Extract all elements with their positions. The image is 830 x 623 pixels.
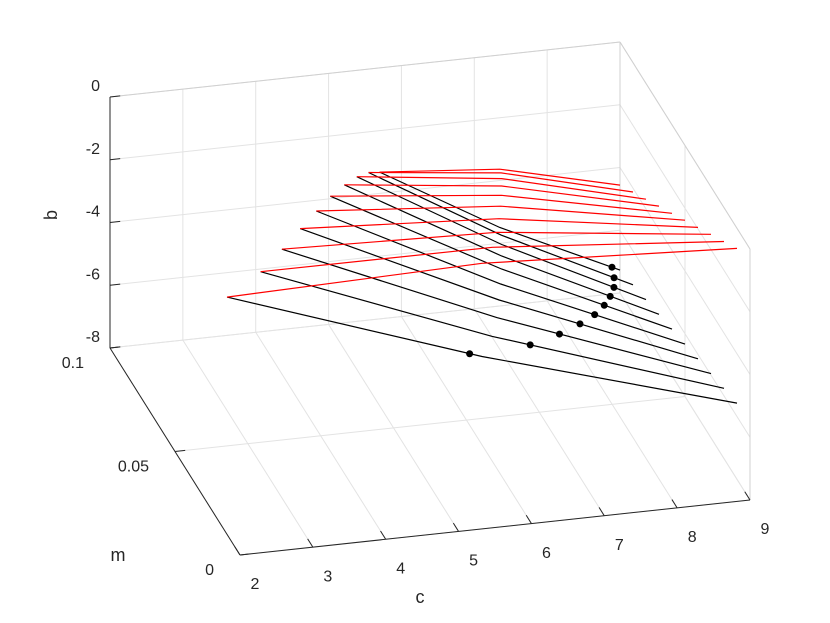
y-tick	[239, 553, 251, 556]
z-tick-label: -6	[86, 266, 100, 283]
x-tick	[671, 499, 678, 509]
x-tick-label: 2	[251, 576, 260, 593]
x-tick	[744, 491, 751, 501]
x-tick	[525, 515, 532, 524]
x-tick-label: 7	[615, 537, 624, 554]
curve	[226, 247, 738, 298]
z-tick	[109, 346, 121, 349]
y-axis-label: m	[111, 545, 126, 565]
point	[600, 301, 608, 309]
z-tick-label: -2	[86, 141, 100, 158]
box-edge	[109, 41, 621, 98]
curve	[281, 231, 712, 250]
x-tick-label: 5	[469, 553, 478, 570]
z-tick	[109, 220, 121, 223]
z-tick-label: -4	[86, 204, 100, 221]
y-tick-label: 0	[205, 562, 214, 579]
grid-line	[619, 292, 751, 501]
point	[608, 263, 616, 271]
curve	[316, 210, 686, 345]
y-tick-label: 0.05	[118, 459, 149, 476]
grid-line	[174, 396, 686, 452]
point	[526, 341, 534, 349]
curve	[344, 184, 660, 207]
x-tick	[380, 530, 387, 540]
x-tick	[598, 507, 605, 516]
x-axis-label: c	[416, 587, 425, 607]
z-tick	[109, 283, 121, 286]
curve	[368, 171, 634, 193]
grid-line	[619, 167, 751, 375]
curve	[330, 195, 673, 330]
grid-line	[109, 167, 621, 223]
z-tick-label: -8	[86, 329, 100, 346]
x-axis	[239, 499, 751, 556]
curve	[368, 171, 634, 286]
curve	[379, 171, 621, 271]
x-tick-label: 6	[542, 545, 551, 562]
x-tick	[234, 546, 241, 556]
x-tick-label: 9	[761, 521, 770, 538]
point	[555, 330, 563, 338]
x-tick-label: 4	[396, 561, 405, 578]
curve	[300, 218, 699, 230]
z-tick-label: 0	[91, 78, 100, 95]
grid-line	[109, 292, 621, 349]
curve	[281, 248, 712, 375]
point	[591, 311, 599, 319]
curve	[316, 205, 686, 221]
grid-line	[619, 104, 751, 313]
point	[606, 292, 614, 300]
curve	[330, 194, 673, 214]
curve	[379, 168, 621, 186]
curve	[356, 176, 647, 200]
grid-line	[619, 229, 751, 438]
curve	[260, 271, 725, 389]
z-axis-label: b	[41, 210, 61, 220]
x-tick	[452, 522, 459, 532]
x-tick	[307, 538, 314, 548]
grid-line	[109, 229, 621, 286]
point	[610, 274, 618, 282]
x-tick-label: 8	[688, 529, 697, 546]
z-tick	[109, 95, 121, 98]
curve	[226, 296, 738, 404]
curve	[299, 228, 699, 360]
z-tick	[109, 158, 121, 161]
curve	[356, 176, 647, 301]
curve	[260, 240, 725, 273]
point	[466, 350, 474, 358]
y-tick-label: 0.1	[62, 355, 84, 372]
point	[576, 320, 584, 328]
box-edge	[619, 41, 751, 250]
x-tick-label: 3	[323, 568, 332, 585]
point	[610, 283, 618, 291]
y-tick	[174, 449, 186, 452]
grid-line	[109, 104, 621, 161]
